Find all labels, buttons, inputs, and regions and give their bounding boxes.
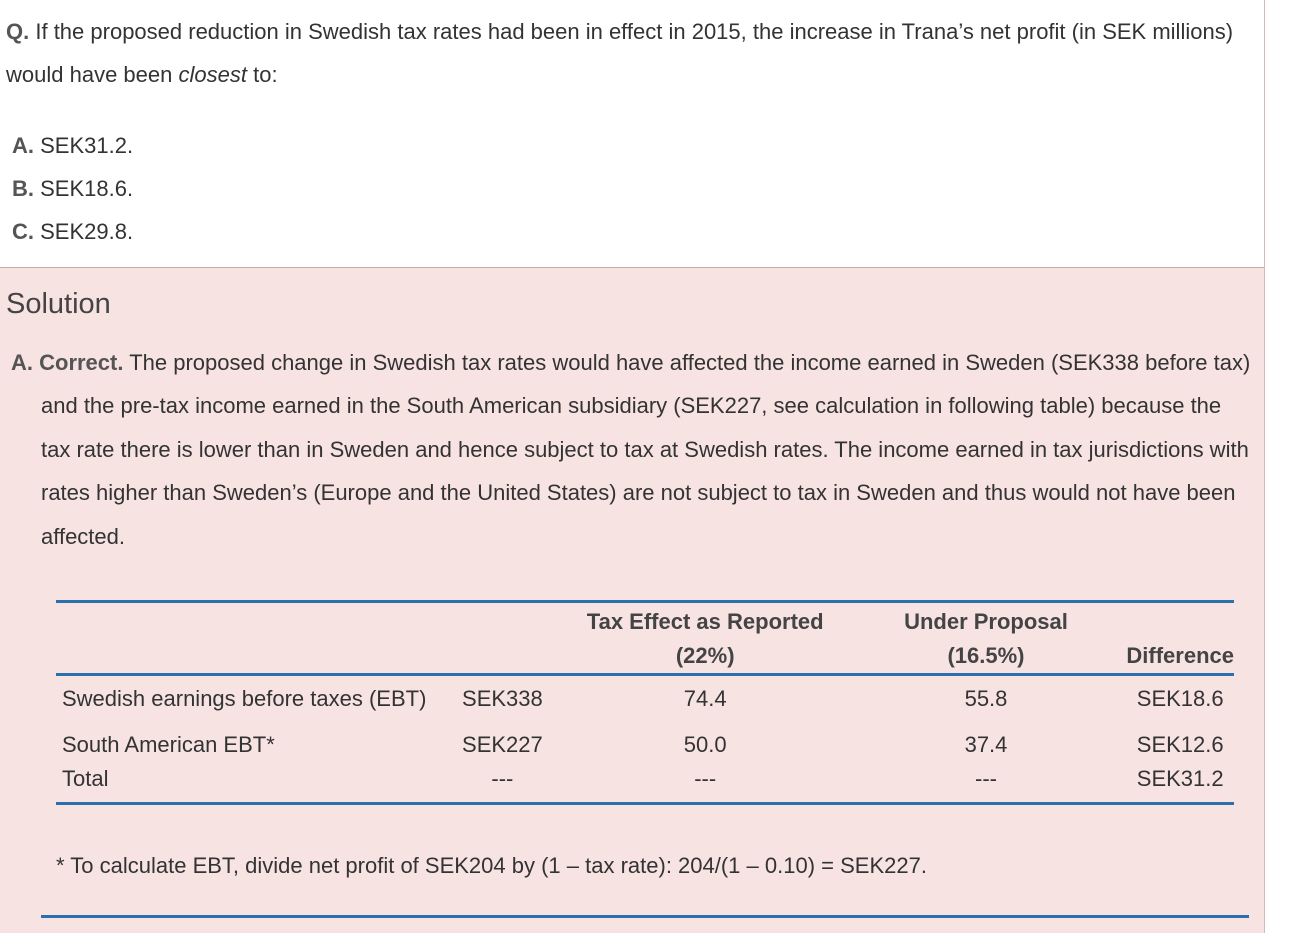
question-text-before: If the proposed reduction in Swedish tax…	[6, 19, 1234, 87]
row-proposal: 55.8	[964, 686, 1008, 711]
header-tax-effect-reported: Tax Effect as Reported (22%)	[565, 602, 846, 675]
row-label: Total	[62, 766, 109, 791]
option-letter: A.	[12, 133, 34, 158]
header-proposal-line1: Under Proposal	[904, 609, 1068, 634]
row-sek: SEK227	[462, 732, 543, 757]
table-row: Total --- --- --- SEK31.2	[56, 762, 1234, 804]
option-text: SEK18.6.	[40, 176, 134, 201]
option-letter: C.	[12, 219, 34, 244]
row-difference: SEK18.6	[1136, 686, 1224, 711]
row-proposal: 37.4	[964, 732, 1008, 757]
table-header-row: Tax Effect as Reported (22%) Under Propos…	[56, 601, 1234, 675]
tax-effect-table: Tax Effect as Reported (22%) Under Propos…	[56, 600, 1234, 805]
explanation-text: The proposed change in Swedish tax rates…	[41, 350, 1251, 549]
table-row: Swedish earnings before taxes (EBT) SEK3…	[56, 675, 1234, 717]
header-under-proposal: Under Proposal (16.5%)	[846, 602, 1127, 675]
header-empty	[440, 602, 565, 675]
answer-options: A. SEK31.2. B. SEK18.6. C. SEK29.8.	[12, 124, 133, 253]
question-panel: Q. If the proposed reduction in Swedish …	[0, 0, 1265, 268]
solution-panel: Solution A. Correct. The proposed change…	[0, 267, 1265, 933]
question-text: Q. If the proposed reduction in Swedish …	[6, 10, 1246, 96]
row-difference: SEK31.2	[1136, 766, 1224, 791]
table-footnote: * To calculate EBT, divide net profit of…	[56, 853, 927, 878]
option-c[interactable]: C. SEK29.8.	[12, 210, 133, 253]
divider	[41, 915, 1249, 918]
row-sek: SEK338	[462, 686, 543, 711]
header-proposal-line2: (16.5%)	[947, 643, 1025, 668]
table-row: South American EBT* SEK227 50.0 37.4 SEK…	[56, 716, 1234, 762]
row-label: South American EBT*	[62, 732, 275, 757]
solution-heading: Solution	[6, 288, 111, 320]
option-b[interactable]: B. SEK18.6.	[12, 167, 133, 210]
option-text: SEK29.8.	[40, 219, 134, 244]
row-reported: 74.4	[683, 686, 727, 711]
header-reported-line2: (22%)	[675, 643, 735, 668]
question-text-after: to:	[253, 62, 278, 87]
question-emphasis: closest	[178, 62, 247, 87]
row-sek: ---	[491, 766, 514, 791]
option-a[interactable]: A. SEK31.2.	[12, 124, 133, 167]
row-reported: ---	[694, 766, 717, 791]
option-text: SEK31.2.	[40, 133, 134, 158]
row-difference: SEK12.6	[1136, 732, 1224, 757]
answer-label: A. Correct.	[11, 350, 124, 375]
header-empty	[56, 602, 440, 675]
row-label: Swedish earnings before taxes (EBT)	[62, 686, 427, 711]
solution-explanation: A. Correct. The proposed change in Swedi…	[11, 341, 1253, 558]
header-reported-line1: Tax Effect as Reported	[586, 609, 824, 634]
option-letter: B.	[12, 176, 34, 201]
question-label: Q.	[6, 19, 30, 44]
row-reported: 50.0	[683, 732, 727, 757]
header-difference: Difference	[1126, 643, 1234, 668]
row-proposal: ---	[975, 766, 997, 791]
